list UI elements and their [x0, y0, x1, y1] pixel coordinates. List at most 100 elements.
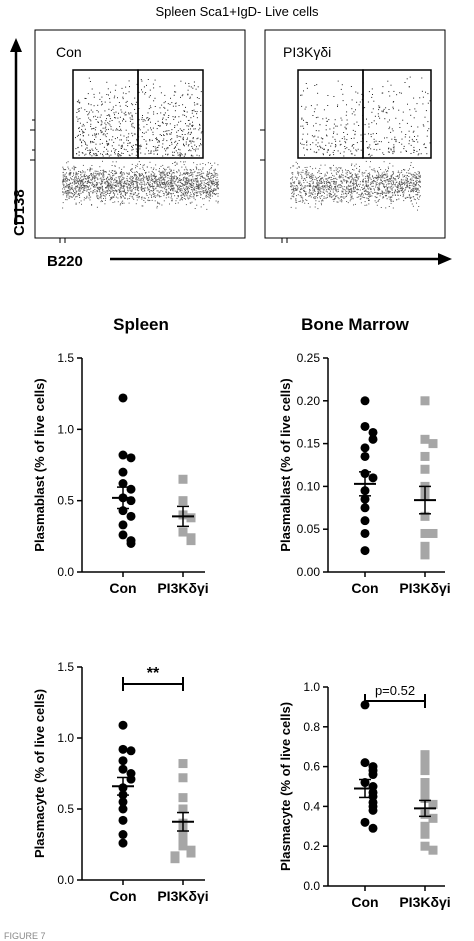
flow-event [354, 190, 356, 192]
flow-event [202, 190, 204, 192]
flow-event [361, 194, 362, 196]
flow-event [298, 201, 300, 202]
flow-event [107, 88, 109, 90]
flow-event [128, 113, 130, 115]
flow-event [121, 187, 123, 189]
flow-event [382, 191, 384, 193]
flow-event [353, 123, 355, 125]
flow-event [388, 147, 390, 149]
flow-event [175, 184, 177, 186]
flow-event [414, 186, 416, 188]
flow-event [95, 126, 97, 128]
flow-event [100, 129, 102, 131]
flow-event [184, 195, 185, 197]
flow-event [390, 199, 392, 201]
flow-event [326, 151, 328, 153]
flow-event [159, 173, 161, 175]
flow-event [68, 168, 70, 170]
flow-event [185, 198, 186, 200]
flow-event [80, 177, 81, 179]
flow-event [303, 186, 305, 188]
flow-event [384, 118, 386, 120]
flow-event [152, 180, 154, 182]
flow-event [314, 188, 316, 190]
flow-event [81, 125, 83, 127]
flow-event [89, 182, 91, 184]
flow-event [391, 188, 393, 190]
flow-event [108, 193, 110, 194]
flow-event [425, 110, 427, 112]
flow-event [206, 182, 208, 183]
flow-event [130, 183, 132, 184]
flow-event [88, 194, 90, 196]
flow-event [413, 189, 415, 191]
flow-event [120, 191, 122, 193]
flow-event [151, 190, 153, 192]
flow-event [79, 122, 81, 124]
flow-event [77, 183, 79, 185]
flow-event [90, 174, 92, 176]
flow-event [155, 169, 157, 171]
flow-event [364, 193, 366, 194]
flow-event [291, 195, 293, 197]
flow-event [83, 187, 85, 189]
flow-event [104, 122, 106, 124]
flow-event [413, 149, 415, 151]
flow-event [96, 194, 98, 196]
flow-event [204, 191, 206, 193]
flow-event [414, 183, 416, 185]
flow-event [92, 186, 94, 187]
flow-event [377, 192, 379, 194]
flow-event [356, 186, 358, 188]
flow-event [86, 197, 88, 199]
flow-event [406, 185, 408, 187]
flow-event [133, 184, 135, 186]
flow-event [88, 192, 90, 194]
flow-event [357, 196, 359, 198]
flow-event [191, 189, 193, 191]
flow-event [125, 93, 127, 95]
flow-event [189, 134, 191, 135]
flow-event [185, 116, 187, 118]
flow-event [328, 194, 330, 196]
flow-event [69, 174, 71, 176]
flow-event [320, 146, 322, 148]
flow-event [102, 134, 104, 136]
flow-event [82, 139, 84, 141]
flow-event [84, 109, 86, 111]
flow-event [164, 94, 166, 96]
flow-event [110, 126, 112, 128]
flow-event [315, 186, 317, 188]
flow-event [122, 195, 124, 197]
flow-event [208, 187, 210, 189]
flow-event [313, 174, 315, 176]
flow-event [357, 177, 359, 179]
flow-event [351, 193, 353, 195]
flow-event [165, 183, 167, 185]
flow-event [197, 186, 199, 188]
flow-event [99, 143, 101, 145]
flow-event [149, 161, 151, 163]
flow-event [297, 171, 299, 173]
flow-event [411, 174, 413, 176]
flow-event [148, 188, 150, 190]
flow-event [376, 196, 378, 198]
flow-event [355, 183, 357, 185]
flow-event [125, 101, 127, 103]
flow-event [207, 183, 209, 185]
flow-event [110, 184, 112, 186]
data-point-inhibitor [420, 750, 430, 760]
flow-event [153, 173, 155, 175]
flow-event [341, 196, 343, 198]
flow-event [161, 104, 163, 106]
flow-event [100, 153, 102, 155]
y-tick-label: 0.0 [303, 879, 320, 893]
flow-event [392, 171, 394, 173]
flow-event [144, 187, 146, 189]
flow-event [132, 184, 134, 186]
flow-event [191, 154, 193, 156]
flow-event [303, 127, 305, 129]
flow-event [171, 143, 173, 145]
flow-event [122, 174, 124, 176]
flow-event [168, 196, 170, 198]
